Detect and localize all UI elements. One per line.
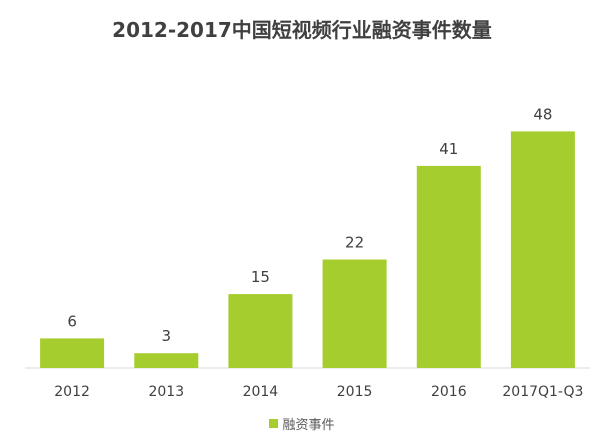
- legend-label: 融资事件: [282, 418, 335, 433]
- bar-2015: [322, 259, 387, 368]
- legend-swatch: [269, 419, 279, 428]
- data-label-2012: 6: [67, 312, 77, 330]
- legend: 融资事件: [0, 414, 604, 433]
- x-tick-label-2016: 2016: [431, 384, 467, 400]
- bar-2014: [228, 294, 293, 368]
- x-tick-label-2013: 2013: [148, 384, 184, 400]
- data-label-2015: 22: [345, 234, 364, 252]
- data-label-2017Q1-Q3: 48: [533, 105, 552, 123]
- bar-2013: [134, 353, 199, 368]
- data-label-2016: 41: [439, 140, 458, 158]
- bar-2012: [40, 338, 105, 368]
- x-tick-label-2012: 2012: [54, 384, 90, 400]
- bar-2016: [416, 165, 481, 368]
- data-label-2014: 15: [251, 268, 270, 286]
- chart-title: 2012-2017中国短视频行业融资事件数量: [112, 18, 492, 42]
- bar-2017Q1-Q3: [510, 131, 575, 368]
- data-label-2013: 3: [162, 327, 172, 345]
- x-tick-label-2015: 2015: [337, 384, 373, 400]
- x-tick-label-2014: 2014: [243, 384, 279, 400]
- x-tick-label-2017Q1-Q3: 2017Q1-Q3: [502, 384, 583, 400]
